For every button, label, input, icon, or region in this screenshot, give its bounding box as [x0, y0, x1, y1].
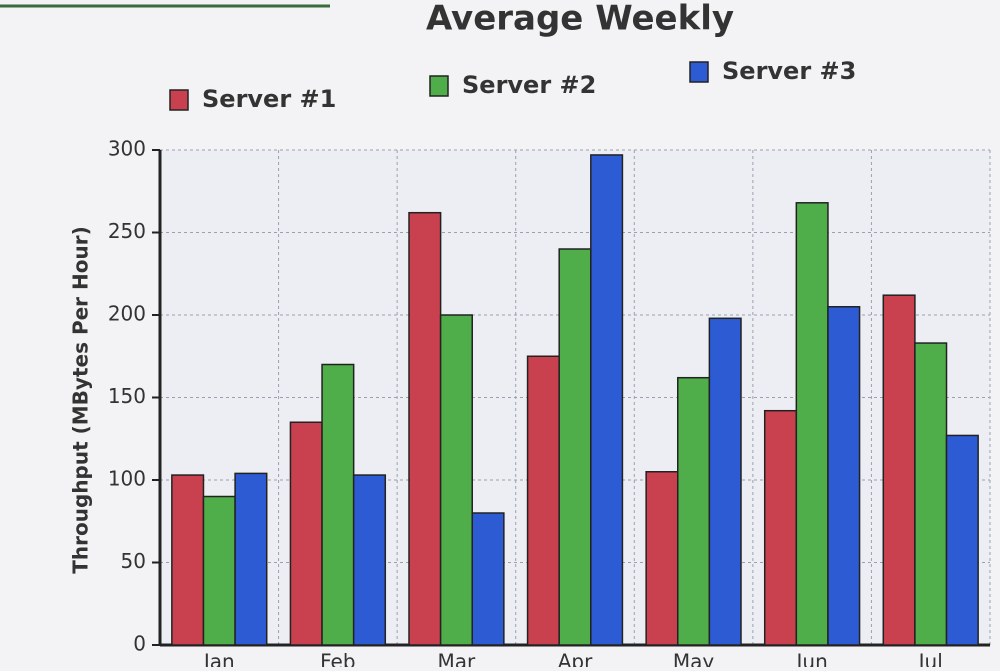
bar	[827, 306, 861, 646]
bar	[795, 202, 829, 646]
x-tick-label: Apr	[558, 650, 593, 668]
bar	[289, 421, 323, 646]
x-tick-label: Jul	[917, 650, 943, 668]
bar	[945, 434, 979, 646]
chart-title: Average Weekly	[426, 0, 734, 39]
x-tick-label: Mar	[438, 650, 477, 668]
y-tick-label: 300	[108, 137, 146, 161]
y-tick-label: 50	[121, 549, 146, 573]
y-tick-label: 250	[108, 219, 146, 243]
bar	[645, 471, 679, 646]
y-tick-label: 150	[108, 384, 146, 408]
bar	[708, 317, 742, 646]
legend-label: Server #3	[722, 57, 856, 85]
bar	[408, 211, 442, 646]
bar	[882, 294, 916, 646]
y-tick-label: 0	[133, 632, 146, 656]
legend-swatch	[429, 75, 449, 97]
bar	[558, 248, 592, 646]
x-tick-label: May	[673, 650, 715, 668]
x-tick-label: Jun	[795, 650, 828, 668]
bar	[321, 363, 355, 646]
y-tick-label: 100	[108, 467, 146, 491]
bar	[763, 409, 798, 646]
x-tick-label: Feb	[320, 650, 355, 668]
bar	[590, 154, 624, 646]
x-tick-label: Jan	[202, 650, 235, 668]
y-axis-label: Throughput (MBytes Per Hour)	[69, 226, 93, 573]
bar	[526, 355, 560, 646]
legend-label: Server #1	[202, 85, 336, 113]
bar	[202, 495, 236, 646]
bar	[352, 474, 387, 646]
bar	[171, 474, 205, 646]
bar	[914, 342, 948, 646]
legend-swatch	[689, 61, 709, 83]
y-tick-label: 200	[108, 302, 146, 326]
legend-label: Server #2	[462, 71, 596, 99]
bar	[677, 376, 711, 646]
bar	[234, 472, 268, 646]
bar	[439, 314, 473, 646]
legend-swatch	[169, 89, 189, 111]
bar	[471, 512, 505, 646]
